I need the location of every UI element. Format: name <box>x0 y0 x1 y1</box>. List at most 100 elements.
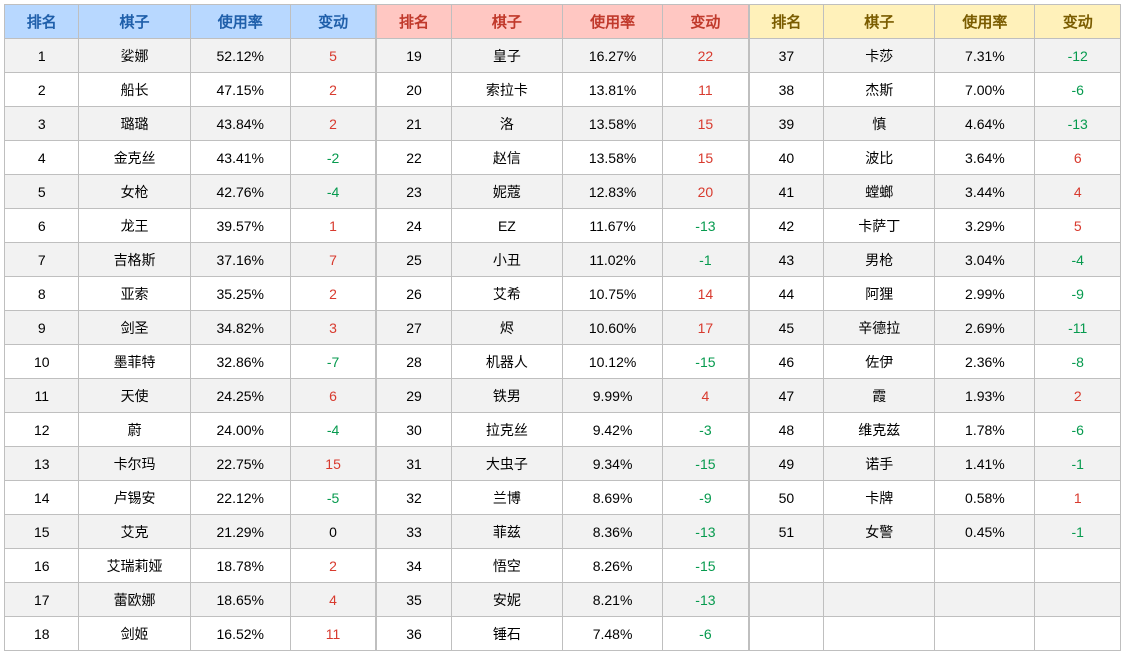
usage-rate-cell: 47.15% <box>190 73 290 107</box>
rank-cell: 40 <box>749 141 823 175</box>
usage-rate-cell: 9.42% <box>562 413 662 447</box>
usage-rate-cell: 3.64% <box>935 141 1035 175</box>
table-row: 29铁男9.99%4 <box>377 379 748 413</box>
rank-cell: 5 <box>5 175 79 209</box>
table-row: 45辛德拉2.69%-11 <box>749 311 1120 345</box>
change-cell: -2 <box>290 141 376 175</box>
champion-name-cell: 吉格斯 <box>79 243 190 277</box>
table-row: 49诺手1.41%-1 <box>749 447 1120 481</box>
change-cell: -15 <box>663 447 749 481</box>
usage-rate-cell: 13.58% <box>562 107 662 141</box>
ranking-table-section-3: 排名棋子使用率变动37卡莎7.31%-1238杰斯7.00%-639慎4.64%… <box>749 4 1121 651</box>
usage-rate-cell: 1.93% <box>935 379 1035 413</box>
change-cell: 5 <box>1035 209 1121 243</box>
usage-rate-cell: 3.29% <box>935 209 1035 243</box>
rank-cell: 9 <box>5 311 79 345</box>
usage-rate-cell: 3.44% <box>935 175 1035 209</box>
champion-name-cell: 蔚 <box>79 413 190 447</box>
change-cell: -4 <box>290 413 376 447</box>
usage-rate-cell: 2.69% <box>935 311 1035 345</box>
change-cell: 14 <box>663 277 749 311</box>
champion-name-cell: 卢锡安 <box>79 481 190 515</box>
table-row: 11天使24.25%6 <box>5 379 376 413</box>
rank-cell: 49 <box>749 447 823 481</box>
change-cell: 11 <box>290 617 376 651</box>
table-row: 32兰博8.69%-9 <box>377 481 748 515</box>
change-cell: 22 <box>663 39 749 73</box>
table-row: 4金克丝43.41%-2 <box>5 141 376 175</box>
usage-rate-cell: 16.27% <box>562 39 662 73</box>
change-cell: -8 <box>1035 345 1121 379</box>
rank-cell: 26 <box>377 277 451 311</box>
usage-rate-cell: 22.75% <box>190 447 290 481</box>
table-row: 22赵信13.58%15 <box>377 141 748 175</box>
usage-rate-cell: 1.41% <box>935 447 1035 481</box>
rank-cell: 22 <box>377 141 451 175</box>
usage-rate-cell: 0.58% <box>935 481 1035 515</box>
usage-rate-cell: 9.99% <box>562 379 662 413</box>
champion-name-cell: 娑娜 <box>79 39 190 73</box>
champion-name-cell: 兰博 <box>451 481 562 515</box>
change-cell: -5 <box>290 481 376 515</box>
column-header: 使用率 <box>562 5 662 39</box>
rank-cell: 15 <box>5 515 79 549</box>
champion-name-cell: 剑姬 <box>79 617 190 651</box>
change-cell: 4 <box>663 379 749 413</box>
change-cell: -15 <box>663 345 749 379</box>
champion-name-cell: 天使 <box>79 379 190 413</box>
rank-cell: 16 <box>5 549 79 583</box>
rank-cell: 47 <box>749 379 823 413</box>
table-row: 39慎4.64%-13 <box>749 107 1120 141</box>
table-row: 40波比3.64%6 <box>749 141 1120 175</box>
change-cell: -6 <box>1035 413 1121 447</box>
change-cell: 2 <box>1035 379 1121 413</box>
change-cell: -4 <box>290 175 376 209</box>
empty-cell <box>935 583 1035 617</box>
empty-cell <box>935 549 1035 583</box>
change-cell: -3 <box>663 413 749 447</box>
table-row: 26艾希10.75%14 <box>377 277 748 311</box>
change-cell: -13 <box>663 515 749 549</box>
champion-name-cell: 金克丝 <box>79 141 190 175</box>
table-row: 46佐伊2.36%-8 <box>749 345 1120 379</box>
change-cell: 4 <box>290 583 376 617</box>
rank-cell: 11 <box>5 379 79 413</box>
champion-name-cell: 女警 <box>824 515 935 549</box>
table-row: 36锤石7.48%-6 <box>377 617 748 651</box>
table-row: 48维克兹1.78%-6 <box>749 413 1120 447</box>
table-row: 8亚索35.25%2 <box>5 277 376 311</box>
rank-cell: 41 <box>749 175 823 209</box>
change-cell: 2 <box>290 549 376 583</box>
change-cell: 15 <box>663 141 749 175</box>
rank-cell: 50 <box>749 481 823 515</box>
table-row <box>749 583 1120 617</box>
usage-rate-cell: 39.57% <box>190 209 290 243</box>
champion-name-cell: 赵信 <box>451 141 562 175</box>
usage-rate-cell: 8.21% <box>562 583 662 617</box>
rank-cell: 12 <box>5 413 79 447</box>
rank-cell: 45 <box>749 311 823 345</box>
usage-rate-cell: 35.25% <box>190 277 290 311</box>
usage-rate-cell: 3.04% <box>935 243 1035 277</box>
change-cell: -13 <box>663 209 749 243</box>
usage-rate-cell: 10.12% <box>562 345 662 379</box>
change-cell: 6 <box>290 379 376 413</box>
rank-cell: 19 <box>377 39 451 73</box>
change-cell: 15 <box>663 107 749 141</box>
champion-name-cell: 妮蔻 <box>451 175 562 209</box>
usage-rate-cell: 8.69% <box>562 481 662 515</box>
table-row: 30拉克丝9.42%-3 <box>377 413 748 447</box>
table-row: 38杰斯7.00%-6 <box>749 73 1120 107</box>
champion-name-cell: 大虫子 <box>451 447 562 481</box>
change-cell: -13 <box>663 583 749 617</box>
champion-name-cell: 船长 <box>79 73 190 107</box>
change-cell: -6 <box>1035 73 1121 107</box>
change-cell: -6 <box>663 617 749 651</box>
champion-name-cell: 卡尔玛 <box>79 447 190 481</box>
usage-rate-cell: 7.48% <box>562 617 662 651</box>
table-row: 33菲兹8.36%-13 <box>377 515 748 549</box>
champion-name-cell: 维克兹 <box>824 413 935 447</box>
column-header: 排名 <box>5 5 79 39</box>
change-cell: -4 <box>1035 243 1121 277</box>
champion-name-cell: 悟空 <box>451 549 562 583</box>
